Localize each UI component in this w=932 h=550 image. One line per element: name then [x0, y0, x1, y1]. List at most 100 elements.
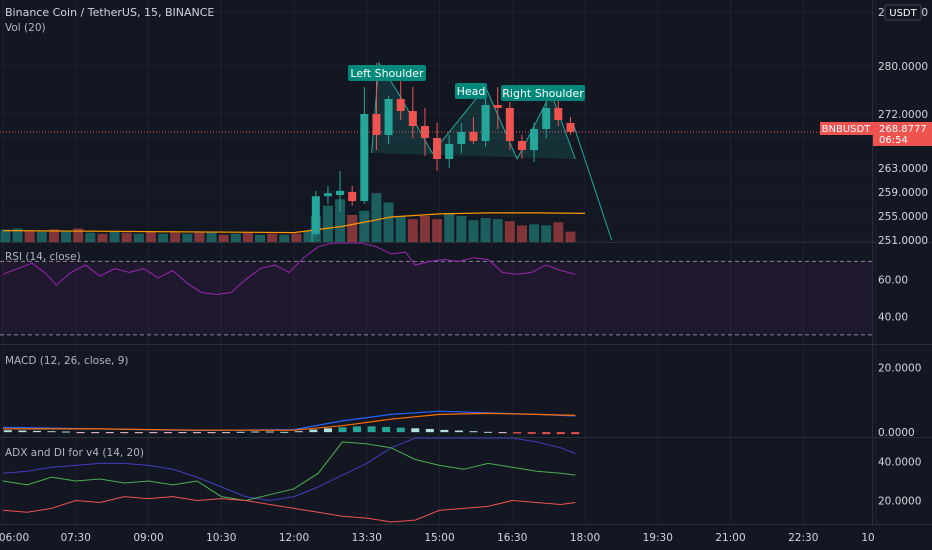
- macd-histogram-bar: [193, 432, 201, 434]
- pattern-fill: [371, 63, 576, 159]
- volume-bar: [504, 221, 515, 242]
- macd-histogram-bar: [178, 432, 187, 434]
- macd-histogram-bar: [454, 430, 463, 433]
- rsi-legend[interactable]: RSI (14, close): [5, 251, 81, 263]
- volume-bar: [194, 232, 205, 242]
- left-shoulder-annotation[interactable]: Left Shoulder: [348, 65, 426, 81]
- macd-signal-line: [3, 412, 576, 431]
- candle-body: [396, 99, 405, 111]
- macd-tick-label: 0.0000: [878, 427, 915, 439]
- right-shoulder-annotation[interactable]: Right Shoulder: [501, 85, 585, 101]
- macd-legend[interactable]: MACD (12, 26, close, 9): [5, 355, 128, 367]
- time-tick-label: 10: [861, 532, 874, 544]
- macd-histogram-bar: [498, 432, 507, 434]
- price-tick-label: 259.0000: [878, 187, 928, 199]
- pattern-annotations: Left Shoulder Head Right Shoulder: [348, 65, 585, 101]
- volume-bar: [36, 231, 47, 242]
- volume-bar: [170, 232, 181, 242]
- time-tick-label: 09:00: [133, 532, 163, 544]
- rsi-axis: 60.00 40.00: [878, 275, 908, 324]
- macd-histogram-bar: [353, 426, 362, 433]
- candle-body: [433, 138, 442, 159]
- macd-histogram-bar: [280, 431, 289, 433]
- chart-title[interactable]: Binance Coin / TetherUS, 15, BINANCE: [5, 6, 214, 19]
- macd-histogram-bar: [76, 432, 85, 434]
- volume-bar: [419, 216, 430, 242]
- macd-histogram-bar: [338, 427, 347, 433]
- volume-bar: [303, 230, 314, 242]
- candle-body: [420, 126, 429, 138]
- candle-body: [530, 129, 539, 150]
- volume-legend[interactable]: Vol (20): [5, 22, 46, 34]
- volume-bar: [24, 230, 35, 242]
- price-tick-label: 263.0000: [878, 163, 928, 175]
- volume-bar: [158, 233, 169, 242]
- volume-bar: [432, 219, 443, 242]
- volume-bar: [85, 232, 96, 242]
- right-shoulder-label: Right Shoulder: [502, 87, 584, 100]
- candle-body: [505, 108, 514, 141]
- candlesticks: [311, 63, 575, 237]
- volume-bar: [242, 232, 253, 242]
- adx-legend[interactable]: ADX and DI for v4 (14, 20): [5, 447, 144, 459]
- candle-body: [408, 111, 417, 126]
- time-tick-label: 16:30: [497, 532, 527, 544]
- time-tick-label: 07:30: [61, 532, 91, 544]
- volume-bar: [322, 205, 333, 242]
- macd-histogram-bar: [251, 431, 260, 433]
- di-minus-line: [2, 496, 576, 523]
- price-tag-price: 268.8777: [879, 124, 927, 135]
- macd-histogram-bar: [484, 431, 492, 433]
- adx-tick-label: 40.0000: [878, 456, 921, 468]
- macd-histogram-bar: [382, 426, 391, 433]
- macd-histogram-bar: [134, 432, 143, 434]
- volume-bar: [267, 233, 278, 242]
- rsi-band: [0, 261, 872, 335]
- candle-body: [360, 114, 369, 201]
- head-label: Head: [457, 85, 486, 98]
- candle-body: [336, 190, 345, 195]
- volume-bar: [395, 216, 406, 242]
- left-shoulder-label: Left Shoulder: [350, 67, 424, 80]
- time-axis[interactable]: 06:00 07:30 09:00 10:30 12:00 13:30 15:00 16:30…: [0, 532, 875, 544]
- rsi-line: [2, 242, 576, 295]
- currency-button[interactable]: USDT: [884, 4, 922, 21]
- volume-bar: [48, 229, 59, 242]
- time-tick-label: 21:00: [715, 532, 745, 544]
- macd-histogram-bar: [47, 431, 56, 433]
- candle-body: [445, 144, 454, 159]
- volume-bar: [73, 228, 84, 242]
- volume-bar: [0, 229, 11, 242]
- time-tick-label: 18:00: [570, 532, 600, 544]
- adx-line: [2, 437, 576, 502]
- macd-axis: 20.0000 0.0000: [878, 363, 921, 440]
- macd-histogram-bar: [207, 432, 216, 434]
- macd-histogram-bar: [120, 432, 129, 434]
- macd-histogram-bar: [105, 432, 114, 434]
- di-plus-line: [2, 441, 576, 502]
- candle-body: [517, 141, 526, 150]
- macd-histogram-bar: [32, 430, 41, 433]
- candle-body: [311, 196, 320, 234]
- macd-histogram-bar: [294, 431, 303, 433]
- macd-histogram-bar: [163, 432, 172, 434]
- time-tick-label: 22:30: [788, 532, 818, 544]
- macd-histogram-bar: [556, 432, 565, 435]
- candle-body: [323, 193, 332, 197]
- volume-bar: [565, 231, 576, 242]
- volume-ma-line: [2, 212, 586, 234]
- price-tag-symbol: BNBUSDT: [822, 124, 872, 135]
- volume-bar: [230, 233, 241, 242]
- head-annotation[interactable]: Head: [455, 83, 487, 99]
- macd-histogram-bar: [309, 429, 318, 433]
- price-tag: BNBUSDT 268.8777 06:54: [820, 122, 932, 146]
- volume-bar: [541, 225, 552, 242]
- rsi-tick-label: 60.00: [878, 275, 908, 287]
- time-tick-label: 12:00: [279, 532, 309, 544]
- volume-bar: [383, 202, 394, 242]
- volume-bar: [335, 199, 346, 242]
- rsi-pane: [2, 242, 576, 295]
- volume-bar: [359, 210, 370, 242]
- candle-body: [348, 192, 357, 201]
